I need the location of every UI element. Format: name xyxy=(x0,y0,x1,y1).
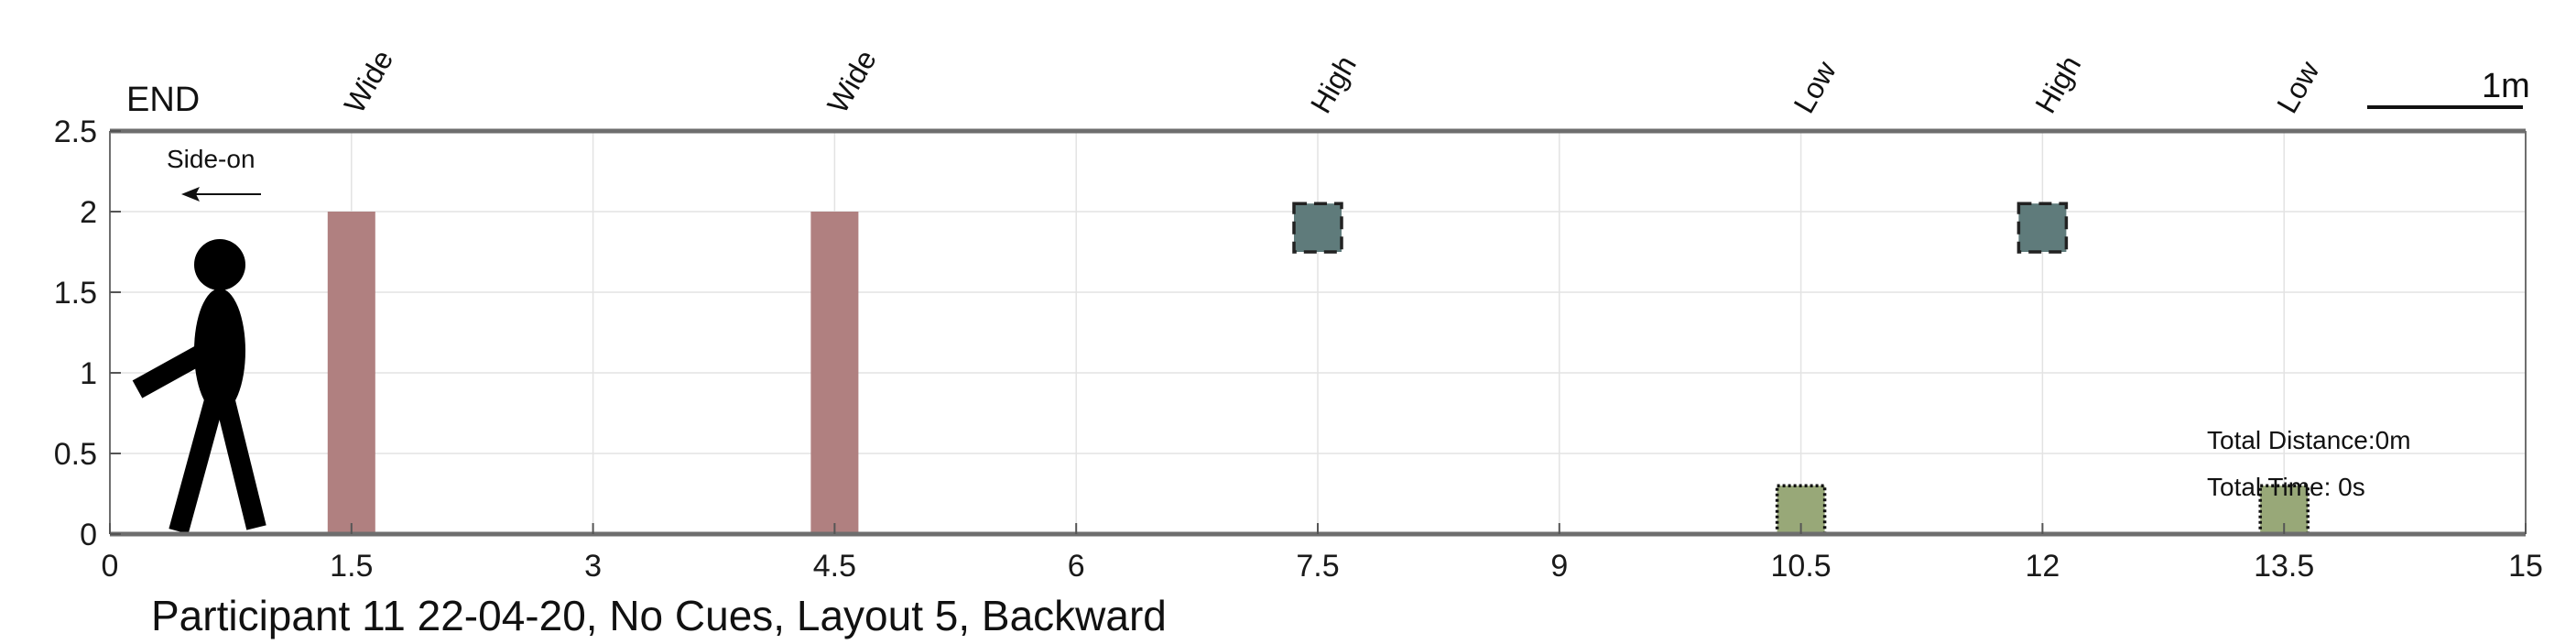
walker-body xyxy=(194,289,245,413)
obstacle-type-label: Wide xyxy=(821,44,883,118)
walker-figure xyxy=(132,239,266,534)
obstacle-high xyxy=(1292,202,1343,254)
x-tick-label: 13.5 xyxy=(2254,549,2314,584)
walker-leg-right xyxy=(213,391,266,530)
y-tick-label: 1.5 xyxy=(54,276,97,311)
y-tick-label: 1 xyxy=(80,356,97,391)
obstacles xyxy=(327,202,2310,536)
direction-arrow-head xyxy=(181,187,200,202)
caption: Participant 11 22-04-20, No Cues, Layout… xyxy=(151,592,1167,639)
obstacle-high xyxy=(2016,202,2069,254)
axes: 0 1.5 3 4.5 6 7.5 9 10.5 12 13.5 15 0 0.5 1 1.5 2 2.5 xyxy=(54,115,2543,584)
x-tick-label: 4.5 xyxy=(813,549,856,584)
x-tick-label: 3 xyxy=(584,549,602,584)
x-tick-label: 7.5 xyxy=(1296,549,1339,584)
direction-indicator: Side-on xyxy=(167,145,261,202)
end-label: END xyxy=(126,81,200,119)
total-distance: Total Distance:0m xyxy=(2207,426,2411,454)
obstacle-wide xyxy=(327,212,375,534)
grid xyxy=(109,130,2527,535)
walker-leg-left xyxy=(168,391,226,534)
x-tick-label: 10.5 xyxy=(1771,549,1831,584)
y-tick-label: 2 xyxy=(80,195,97,230)
x-tick-label: 9 xyxy=(1550,549,1568,584)
x-tick-label: 15 xyxy=(2508,549,2543,584)
y-tick-label: 2.5 xyxy=(54,115,97,149)
walker-head xyxy=(194,239,245,290)
y-tick-label: 0.5 xyxy=(54,437,97,472)
x-tick-label: 6 xyxy=(1068,549,1085,584)
scale-bar: 1m xyxy=(2367,67,2530,109)
top-labels: Wide Wide High Low High Low xyxy=(338,44,2326,118)
obstacle-type-label: High xyxy=(2028,50,2087,119)
x-tick-label: 0 xyxy=(102,549,119,584)
y-tick-label: 0 xyxy=(80,518,97,552)
obstacle-wide xyxy=(810,212,859,534)
scale-bar-label: 1m xyxy=(2482,67,2530,105)
obstacle-type-label: High xyxy=(1304,50,1363,119)
total-time: Total Time: 0s xyxy=(2207,473,2365,501)
obstacle-type-label: Low xyxy=(2270,55,2326,119)
x-tick-label: 1.5 xyxy=(330,549,373,584)
walker-arm xyxy=(132,342,212,398)
x-tick-label: 12 xyxy=(2025,549,2060,584)
obstacle-type-label: Wide xyxy=(338,44,400,118)
obstacle-type-label: Low xyxy=(1787,55,1842,119)
direction-label: Side-on xyxy=(167,145,255,173)
